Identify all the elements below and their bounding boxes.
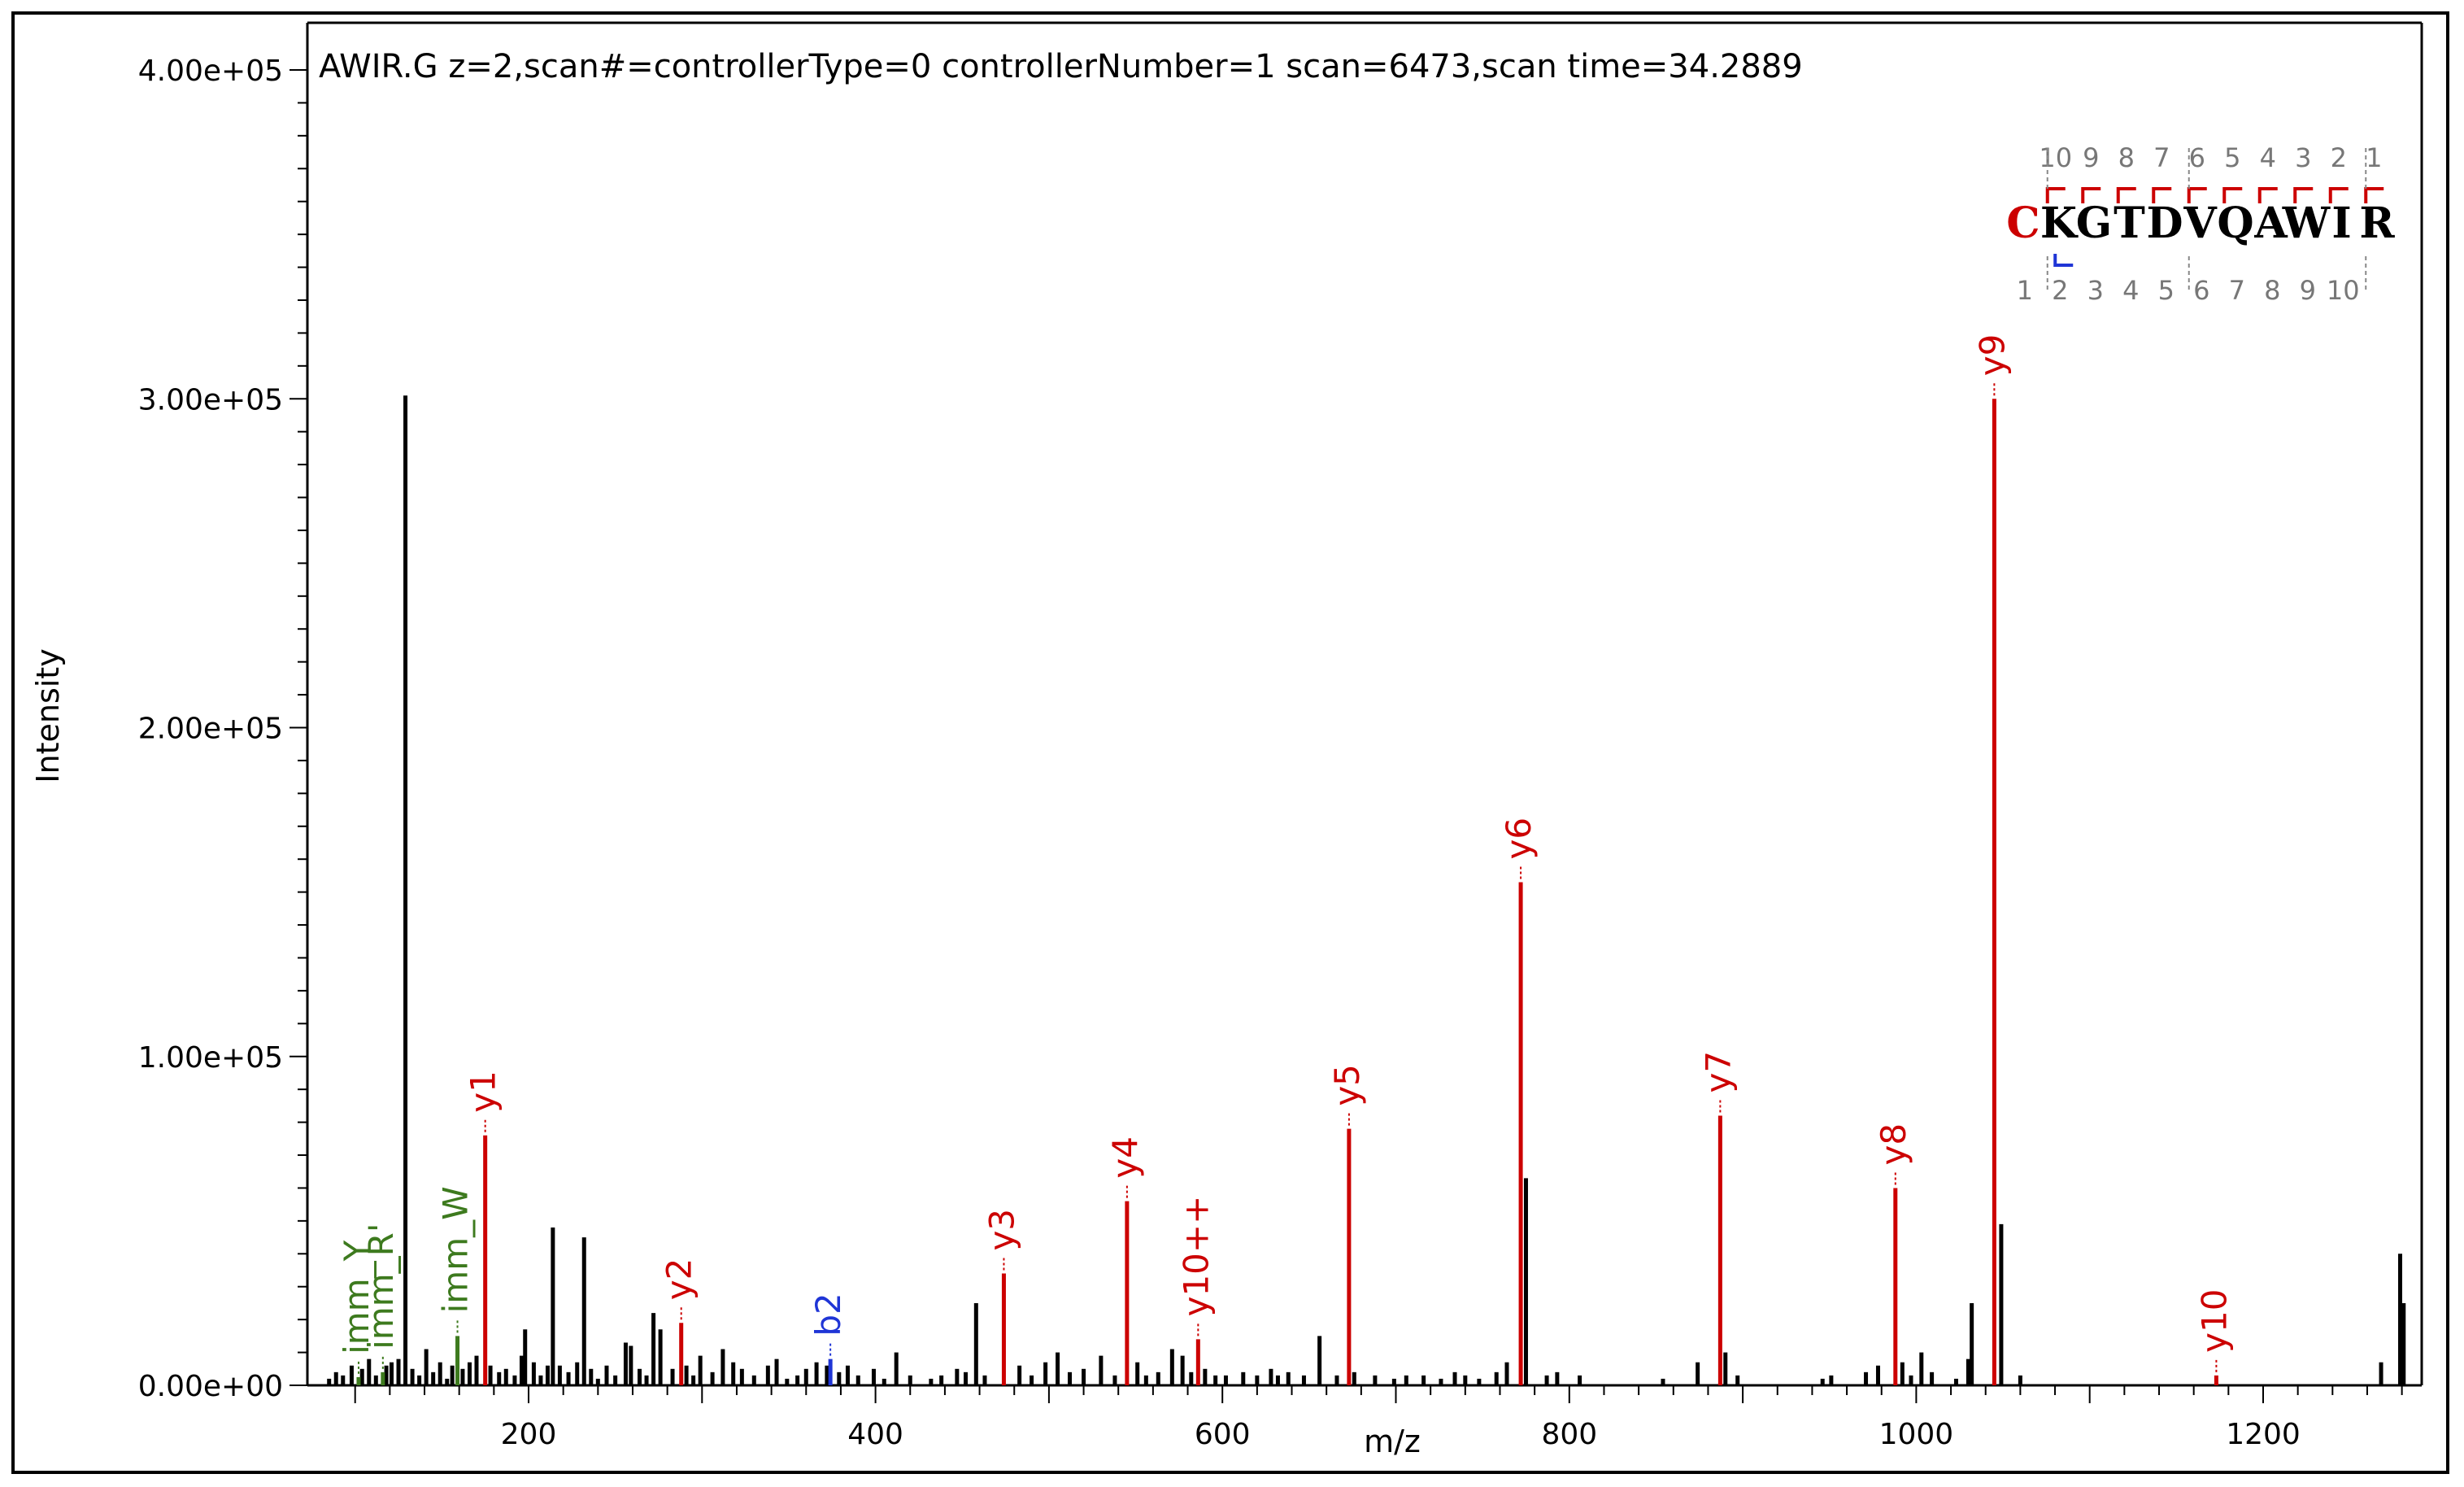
peak-label-imm_Y: imm_Y bbox=[337, 1240, 377, 1354]
peak-label-y10++: y10++ bbox=[1176, 1196, 1216, 1317]
sequence-residue: I bbox=[2331, 198, 2351, 248]
y-ion-bracket bbox=[2328, 187, 2349, 203]
x-tick-label: 800 bbox=[1541, 1418, 1597, 1451]
sequence-residue: Q bbox=[2217, 198, 2253, 248]
b-ion-number: 7 bbox=[2229, 275, 2245, 306]
x-axis-label: m/z bbox=[1364, 1424, 1421, 1459]
sequence-residue: A bbox=[2253, 198, 2288, 248]
b-ion-number: 4 bbox=[2122, 275, 2139, 306]
y-ion-number: 1 bbox=[2366, 142, 2382, 173]
b-ion-number: 8 bbox=[2264, 275, 2280, 306]
peak-layer bbox=[327, 395, 2406, 1385]
y-tick-label: 2.00e+05 bbox=[138, 713, 283, 746]
b-ion-number: 10 bbox=[2327, 275, 2360, 306]
peak-label-y4: y4 bbox=[1105, 1136, 1145, 1179]
y-ion-number: 7 bbox=[2153, 142, 2170, 173]
x-tick-label: 400 bbox=[847, 1418, 903, 1451]
b-ion-number: 3 bbox=[2087, 275, 2104, 306]
peak-label-y1: y1 bbox=[464, 1071, 503, 1113]
peak-label-b2: b2 bbox=[808, 1293, 848, 1336]
y-ion-number: 4 bbox=[2260, 142, 2276, 173]
y-ion-bracket bbox=[2293, 187, 2314, 203]
y-ion-bracket bbox=[2116, 187, 2136, 203]
sequence-residue: T bbox=[2114, 198, 2145, 248]
peak-label-y9: y9 bbox=[1972, 334, 2012, 377]
y-ion-number: 5 bbox=[2224, 142, 2240, 173]
y-ion-number: 3 bbox=[2295, 142, 2311, 173]
x-tick-label: 600 bbox=[1195, 1418, 1251, 1451]
y-tick-label: 1.00e+05 bbox=[138, 1041, 283, 1075]
chart-title: AWIR.G z=2,scan#=controllerType=0 contro… bbox=[319, 48, 1803, 85]
sequence-residue: K bbox=[2040, 198, 2079, 248]
sequence-residue: D bbox=[2146, 198, 2183, 248]
sequence-residue: C bbox=[2006, 198, 2040, 248]
y-ion-number: 2 bbox=[2331, 142, 2347, 173]
y-ion-number: 6 bbox=[2189, 142, 2205, 173]
y-ion-number: 9 bbox=[2083, 142, 2099, 173]
peak-label-imm_R': imm_R' bbox=[361, 1223, 401, 1350]
y-ion-number: 8 bbox=[2118, 142, 2135, 173]
y-ion-bracket bbox=[2257, 187, 2278, 203]
peak-label-y7: y7 bbox=[1698, 1051, 1738, 1093]
sequence-residue: G bbox=[2076, 198, 2112, 248]
peak-label-y6: y6 bbox=[1499, 818, 1539, 860]
b-ion-number: 2 bbox=[2052, 275, 2068, 306]
b-ion-number: 9 bbox=[2300, 275, 2316, 306]
b-ion-number: 1 bbox=[2017, 275, 2033, 306]
y-ion-bracket bbox=[2152, 187, 2172, 203]
y-tick-label: 0.00e+00 bbox=[138, 1370, 283, 1403]
peak-label-y2: y2 bbox=[660, 1258, 699, 1301]
x-tick-label: 1000 bbox=[1879, 1418, 1954, 1451]
x-tick-label: 200 bbox=[501, 1418, 557, 1451]
y-ion-bracket bbox=[2222, 187, 2243, 203]
peak-label-imm_W: imm_W bbox=[436, 1186, 476, 1313]
peak-label-y3: y3 bbox=[982, 1209, 1021, 1251]
y-ion-number: 10 bbox=[2039, 142, 2072, 173]
sequence-residue: V bbox=[2183, 198, 2218, 248]
y-axis-label: Intensity bbox=[30, 648, 66, 783]
sequence-residue: R bbox=[2359, 198, 2395, 248]
sequence-coverage-panel: C KG T D V Q AW I R10 9 8 7 6 5 4 3 2 11 2 3 4 5 6 7 8 9 10 bbox=[2006, 142, 2395, 306]
peak-label-y8: y8 bbox=[1874, 1123, 1913, 1166]
b-ion-number: 5 bbox=[2158, 275, 2175, 306]
y-tick-label: 3.00e+05 bbox=[138, 383, 283, 416]
y-ion-bracket bbox=[2081, 187, 2101, 203]
peak-label-y10: y10 bbox=[2194, 1289, 2234, 1353]
b-ion-bracket bbox=[2053, 254, 2074, 267]
y-tick-label: 4.00e+05 bbox=[138, 55, 283, 88]
x-tick-label: 1200 bbox=[2226, 1418, 2301, 1451]
peak-label-y5: y5 bbox=[1327, 1064, 1367, 1106]
spectrum-panel bbox=[11, 11, 2449, 1474]
b-ion-number: 6 bbox=[2193, 275, 2209, 306]
sequence-residue: W bbox=[2282, 198, 2331, 248]
